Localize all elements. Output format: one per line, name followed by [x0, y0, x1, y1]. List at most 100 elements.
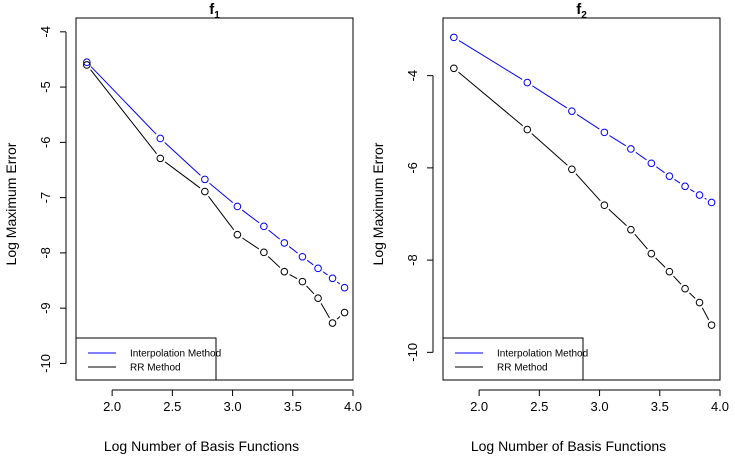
legend: Interpolation Method RR Method [75, 337, 221, 381]
data-point [695, 298, 704, 307]
data-point [707, 198, 716, 207]
y-tick-label: -8 [405, 254, 420, 266]
legend-box [442, 337, 584, 381]
series-line-segment [701, 307, 710, 321]
legend-label: RR Method [130, 363, 181, 374]
series-line-segment [576, 114, 600, 130]
series-line-segment [90, 69, 157, 154]
data-point [156, 154, 165, 163]
series-1 [83, 58, 349, 292]
series-line-segment [322, 271, 328, 276]
chart-title-main: f [576, 1, 582, 18]
data-point [568, 107, 576, 115]
series-line-segment [164, 161, 201, 189]
data-point [314, 264, 322, 273]
y-tick-label: -9 [38, 302, 53, 314]
chart-panel-1: f1 2.0 2.5 3.0 3.5 4.0 -10 -9 -8 -7 -6 -5 -4 Log Numb… [3, 1, 362, 454]
series-line-segment [288, 246, 298, 254]
y-tick-label: -4 [405, 70, 420, 82]
data-point [647, 249, 656, 258]
data-point [298, 277, 307, 286]
series-line-segment [306, 259, 314, 266]
legend-label: Interpolation Method [130, 349, 221, 360]
series-2 [450, 64, 716, 329]
series-line-segment [689, 189, 695, 193]
chart-panel-2: f2 2.0 2.5 3.0 3.5 4.0 -10 -8 -6 -4 Log Number of … [370, 1, 729, 454]
legend: Interpolation Method RR Method [442, 337, 588, 381]
series-line-segment [242, 237, 260, 250]
data-point [647, 159, 656, 168]
chart-title-subscript: 2 [581, 10, 587, 21]
series-line-segment [532, 85, 568, 109]
series-line-segment [268, 229, 281, 240]
data-point [280, 267, 289, 276]
series-line-segment [336, 281, 341, 285]
series-1 [450, 33, 716, 207]
plot-frame [75, 17, 354, 381]
x-axis-label: Log Number of Basis Functions [471, 438, 666, 454]
y-tick-label: -10 [405, 343, 420, 362]
data-point [665, 172, 674, 180]
y-tick-label: -7 [38, 192, 53, 204]
data-point [600, 201, 609, 210]
legend-label: RR Method [497, 363, 548, 374]
data-point [260, 222, 268, 231]
x-tick-label: 2.5 [163, 399, 181, 414]
data-point [280, 239, 289, 247]
plot-frame [442, 17, 721, 381]
x-tick-label: 2.0 [470, 399, 488, 414]
series-line-segment [241, 209, 260, 224]
series-line-segment [164, 142, 201, 176]
data-point [665, 267, 674, 276]
data-point [627, 145, 635, 153]
y-tick-label: -6 [405, 162, 420, 174]
series-line-segment [90, 66, 157, 135]
y-tick-label: -6 [38, 137, 53, 149]
x-tick-label: 3.5 [284, 399, 302, 414]
series-line-segment [609, 135, 627, 147]
data-point [233, 202, 242, 211]
chart-title-subscript: 1 [214, 10, 220, 21]
chart-title: f2 [576, 1, 587, 21]
y-tick-label: -4 [38, 26, 53, 38]
data-point [523, 78, 532, 87]
series-line-segment [674, 179, 681, 184]
series-line-segment [336, 316, 341, 320]
series-line-segment [635, 151, 647, 161]
series-2 [83, 61, 349, 327]
chart-title: f1 [209, 1, 220, 21]
chart-title-main: f [209, 1, 215, 18]
data-point [201, 175, 209, 184]
series-line-segment [673, 275, 682, 285]
data-point [681, 284, 689, 293]
data-point [523, 125, 532, 134]
data-point [314, 294, 322, 303]
data-point [681, 182, 689, 191]
data-point [450, 64, 458, 73]
data-point [83, 61, 91, 69]
series-line-segment [209, 182, 234, 204]
data-point [260, 248, 268, 257]
x-tick-label: 4.0 [711, 399, 729, 414]
data-point [83, 58, 91, 67]
data-point [328, 319, 337, 327]
y-axis-label: Log Maximum Error [3, 142, 19, 265]
series-line-segment [655, 257, 666, 268]
y-tick-label: -10 [38, 354, 53, 373]
data-point [298, 252, 307, 261]
data-point [600, 128, 609, 137]
series-line-segment [634, 233, 648, 250]
data-point [156, 134, 165, 143]
x-tick-label: 3.5 [651, 399, 669, 414]
series-line-segment [704, 197, 707, 200]
data-point [695, 191, 704, 199]
data-point [233, 230, 242, 239]
data-point [450, 33, 458, 42]
x-tick-label: 2.5 [530, 399, 548, 414]
series-line-segment [655, 166, 665, 174]
data-point [568, 165, 576, 174]
series-line-segment [689, 292, 696, 299]
x-tick-label: 4.0 [344, 399, 362, 414]
series-line-segment [320, 303, 330, 319]
series-line-segment [458, 71, 524, 127]
